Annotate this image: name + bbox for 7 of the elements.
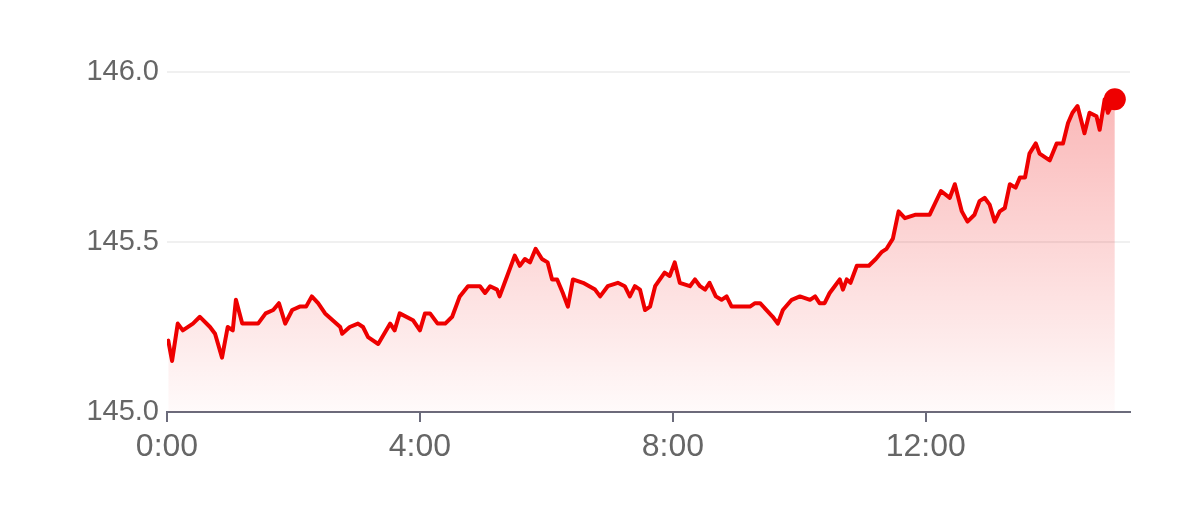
y-tick-label: 146.0 (86, 54, 159, 86)
y-tick-label: 145.5 (86, 224, 159, 256)
x-tick-label: 8:00 (641, 427, 704, 464)
x-tick-label: 0:00 (135, 427, 199, 464)
x-tick-label: 4:00 (388, 427, 452, 464)
x-tick-label: 12:00 (885, 427, 966, 464)
y-tick-label: 145.0 (86, 394, 159, 426)
